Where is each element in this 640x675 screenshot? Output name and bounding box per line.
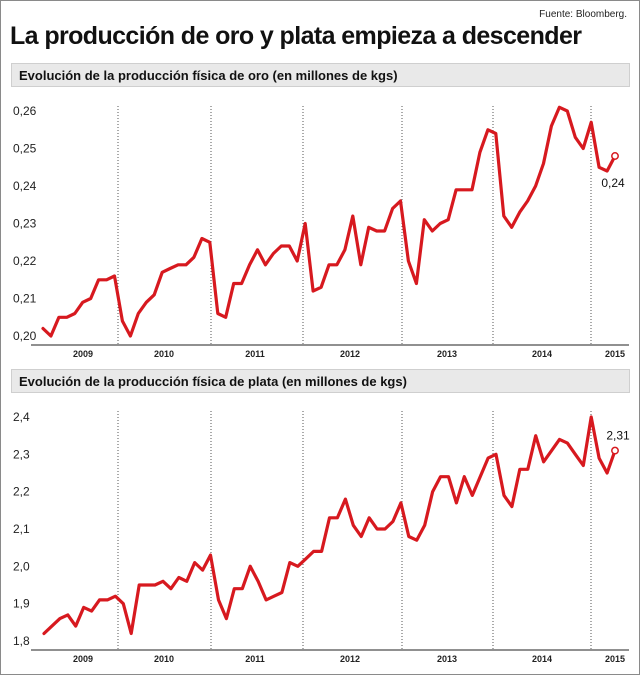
- silver-year-label: 2012: [340, 654, 360, 663]
- silver-end-label: 2,31: [606, 429, 630, 443]
- gold-year-label: 2012: [340, 349, 360, 358]
- silver-y-tick-label: 1,9: [13, 597, 30, 611]
- gold-year-label: 2013: [437, 349, 457, 358]
- gold-year-label: 2015: [605, 349, 625, 358]
- silver-chart-title: Evolución de la producción física de pla…: [19, 374, 407, 389]
- silver-year-label: 2013: [437, 654, 457, 663]
- gold-y-tick-label: 0,20: [13, 329, 37, 343]
- silver-series-line: [42, 415, 617, 636]
- silver-y-tick-label: 2,2: [13, 485, 30, 499]
- silver-y-tick-label: 2,3: [13, 447, 30, 461]
- gold-y-tick-label: 0,23: [13, 217, 37, 231]
- silver-y-tick-label: 2,0: [13, 559, 30, 573]
- gold-year-label: 2009: [73, 349, 93, 358]
- gold-production-chart: 0,20 0,21 0,22 0,23 0,24 0,25 0,26 2009 2010 2011…: [13, 104, 629, 358]
- gold-end-marker: [611, 152, 619, 160]
- silver-year-label: 2014: [532, 654, 552, 663]
- gold-chart-subtitle-bar: Evolución de la producción física de oro…: [11, 63, 630, 87]
- gold-y-tick-label: 0,24: [13, 179, 37, 193]
- gold-year-label: 2014: [532, 349, 552, 358]
- silver-production-chart: 1,8 1,9 2,0 2,1 2,2 2,3 2,4 2009 2010 2011 2012 201…: [13, 410, 630, 663]
- source-note: Fuente: Bloomberg.: [539, 9, 627, 20]
- gold-year-label: 2011: [245, 349, 265, 358]
- silver-year-label: 2010: [154, 654, 174, 663]
- silver-end-marker: [611, 446, 619, 455]
- page-title: La producción de oro y plata empieza a d…: [10, 22, 582, 50]
- gold-y-tick-label: 0,26: [13, 104, 37, 118]
- gold-chart-title: Evolución de la producción física de oro…: [19, 68, 398, 83]
- gold-y-tick-label: 0,22: [13, 254, 37, 268]
- silver-year-label: 2009: [73, 654, 93, 663]
- gold-y-tick-label: 0,21: [13, 292, 37, 306]
- silver-y-tick-label: 1,8: [13, 634, 30, 648]
- silver-year-label: 2011: [245, 654, 265, 663]
- silver-y-tick-label: 2,4: [13, 410, 30, 424]
- gold-year-label: 2010: [154, 349, 174, 358]
- gold-series-line: [41, 105, 617, 338]
- gold-y-tick-label: 0,25: [13, 142, 37, 156]
- silver-y-tick-label: 2,1: [13, 522, 30, 536]
- gold-end-label: 0,24: [601, 176, 625, 190]
- silver-year-label: 2015: [605, 654, 625, 663]
- silver-chart-subtitle-bar: Evolución de la producción física de pla…: [11, 369, 630, 393]
